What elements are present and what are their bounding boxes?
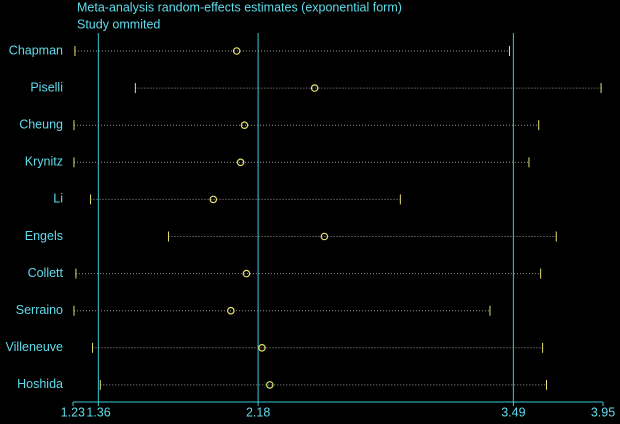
- estimate-marker: [266, 381, 274, 389]
- x-tick-label: 3.95: [591, 405, 615, 419]
- study-label: Engels: [25, 229, 63, 243]
- estimate-marker: [242, 269, 251, 278]
- study-label: Cheung: [19, 117, 63, 131]
- study-label: Villeneuve: [6, 340, 64, 354]
- x-tick-label: 1.36: [86, 405, 110, 419]
- study-label: Li: [53, 192, 63, 206]
- chart-title: Meta-analysis random-effects estimates (…: [77, 0, 402, 14]
- chart-subtitle: Study ommited: [77, 17, 160, 31]
- study-label: Krynitz: [25, 155, 63, 169]
- x-tick-label: 2.18: [246, 405, 270, 419]
- estimate-marker: [209, 195, 218, 204]
- x-tick-label: 3.49: [501, 405, 525, 419]
- estimate-marker: [320, 232, 329, 241]
- study-label: Serraino: [16, 303, 63, 317]
- estimate-marker: [232, 47, 241, 55]
- estimate-marker: [240, 121, 249, 130]
- estimate-marker: [310, 84, 319, 92]
- estimate-marker: [236, 158, 245, 167]
- study-label: Hoshida: [17, 377, 63, 391]
- estimate-marker: [258, 343, 266, 352]
- x-tick-label: 1.23: [61, 405, 85, 419]
- study-label: Piselli: [30, 80, 63, 94]
- study-label: Chapman: [9, 43, 63, 57]
- study-label: Collett: [28, 266, 64, 280]
- estimate-marker: [227, 306, 235, 315]
